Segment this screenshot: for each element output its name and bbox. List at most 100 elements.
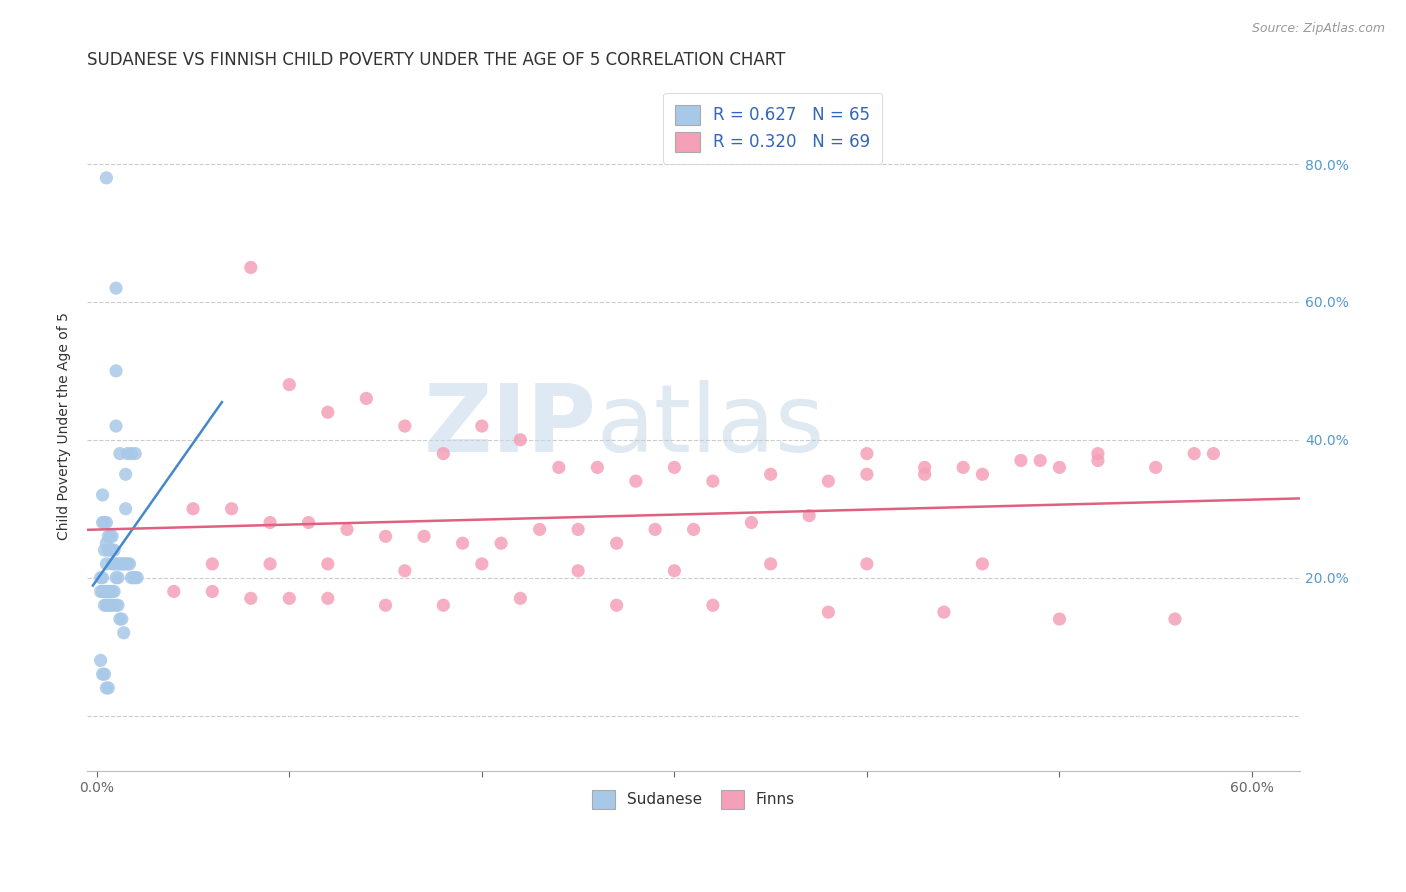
Point <box>606 536 628 550</box>
Point <box>702 599 724 613</box>
Point <box>90 653 112 667</box>
Point <box>90 571 112 585</box>
Point <box>101 557 124 571</box>
Point <box>103 543 125 558</box>
Point <box>664 460 686 475</box>
Point <box>740 516 762 530</box>
Point <box>509 433 531 447</box>
Point <box>120 447 142 461</box>
Point <box>239 260 262 275</box>
Point <box>114 467 136 482</box>
Point <box>586 460 609 475</box>
Point <box>103 557 125 571</box>
Point <box>93 543 115 558</box>
Point <box>567 564 589 578</box>
Point <box>105 599 128 613</box>
Point <box>278 377 301 392</box>
Point <box>547 460 569 475</box>
Point <box>817 605 839 619</box>
Point <box>97 584 120 599</box>
Point <box>97 543 120 558</box>
Point <box>1182 447 1205 461</box>
Point <box>105 281 128 295</box>
Point <box>105 557 128 571</box>
Point <box>101 543 124 558</box>
Point <box>97 681 120 695</box>
Point <box>96 599 118 613</box>
Point <box>413 529 436 543</box>
Point <box>124 447 146 461</box>
Point <box>108 612 131 626</box>
Point <box>509 591 531 606</box>
Point <box>702 474 724 488</box>
Point <box>107 571 129 585</box>
Point <box>606 599 628 613</box>
Point <box>98 584 121 599</box>
Point <box>101 599 124 613</box>
Point <box>451 536 474 550</box>
Point <box>972 557 994 571</box>
Point <box>914 460 936 475</box>
Point <box>356 392 378 406</box>
Point <box>112 625 135 640</box>
Point <box>107 599 129 613</box>
Point <box>98 543 121 558</box>
Point <box>90 584 112 599</box>
Point <box>101 529 124 543</box>
Point <box>96 170 118 185</box>
Point <box>932 605 955 619</box>
Point <box>98 529 121 543</box>
Point <box>644 523 666 537</box>
Point <box>114 557 136 571</box>
Point <box>297 516 319 530</box>
Point <box>1010 453 1032 467</box>
Point <box>91 584 114 599</box>
Point <box>103 584 125 599</box>
Point <box>914 467 936 482</box>
Point <box>201 584 224 599</box>
Point <box>91 571 114 585</box>
Point <box>624 474 647 488</box>
Point <box>489 536 512 550</box>
Point <box>432 599 454 613</box>
Point <box>797 508 820 523</box>
Point <box>259 557 281 571</box>
Point <box>111 612 134 626</box>
Text: ZIP: ZIP <box>423 380 596 472</box>
Point <box>117 557 139 571</box>
Point <box>111 557 134 571</box>
Point <box>93 667 115 681</box>
Point <box>105 419 128 434</box>
Point <box>105 571 128 585</box>
Point <box>972 467 994 482</box>
Point <box>105 364 128 378</box>
Point <box>201 557 224 571</box>
Point <box>163 584 186 599</box>
Point <box>1087 447 1109 461</box>
Point <box>316 591 339 606</box>
Point <box>93 599 115 613</box>
Point <box>432 447 454 461</box>
Point <box>316 405 339 419</box>
Y-axis label: Child Poverty Under the Age of 5: Child Poverty Under the Age of 5 <box>58 312 72 540</box>
Point <box>567 523 589 537</box>
Point <box>682 523 704 537</box>
Point <box>97 599 120 613</box>
Point <box>96 681 118 695</box>
Point <box>114 501 136 516</box>
Point <box>1087 453 1109 467</box>
Point <box>856 447 879 461</box>
Point <box>93 584 115 599</box>
Point <box>108 557 131 571</box>
Point <box>394 419 416 434</box>
Point <box>336 523 359 537</box>
Point <box>108 447 131 461</box>
Point <box>91 488 114 502</box>
Point <box>112 557 135 571</box>
Point <box>278 591 301 606</box>
Text: Source: ZipAtlas.com: Source: ZipAtlas.com <box>1251 22 1385 36</box>
Point <box>856 467 879 482</box>
Point <box>529 523 551 537</box>
Point <box>1049 612 1071 626</box>
Point <box>117 447 139 461</box>
